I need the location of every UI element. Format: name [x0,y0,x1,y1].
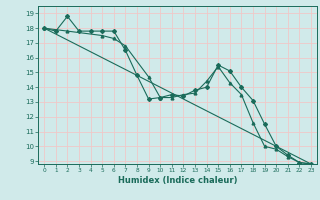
X-axis label: Humidex (Indice chaleur): Humidex (Indice chaleur) [118,176,237,185]
